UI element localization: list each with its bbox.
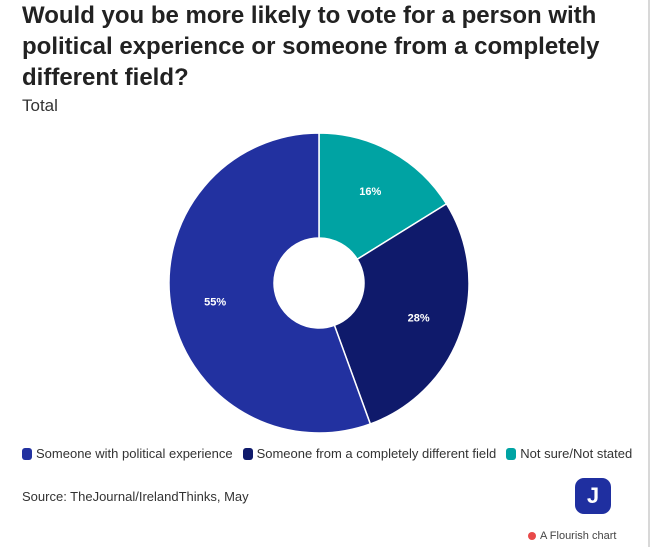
thejournal-logo[interactable]: J — [575, 478, 611, 514]
source-note: Source: TheJournal/IrelandThinks, May — [22, 489, 249, 504]
frame-border — [648, 0, 650, 547]
flourish-icon — [528, 532, 536, 540]
flourish-credit[interactable]: A Flourish chart — [528, 530, 616, 542]
data-label-political-experience: 55% — [204, 296, 226, 308]
slice-political-experience[interactable] — [168, 132, 372, 434]
data-label-not-sure: 16% — [359, 186, 381, 198]
data-label-different-field: 28% — [408, 313, 430, 325]
slice-different-field[interactable] — [333, 202, 470, 425]
chart-legend: Someone with political experience Someone… — [22, 446, 632, 461]
donut-chart: 16% 28% 55% — [168, 132, 470, 434]
legend-item-political-experience[interactable]: Someone with political experience — [22, 446, 233, 461]
legend-label-not-sure: Not sure/Not stated — [520, 446, 633, 461]
legend-label-different-field: Someone from a completely different fiel… — [256, 446, 497, 461]
chart-subtitle: Total — [22, 96, 58, 115]
legend-swatch-different-field — [242, 447, 253, 460]
legend-item-different-field[interactable]: Someone from a completely different fiel… — [242, 446, 497, 461]
slice-not-sure[interactable] — [318, 132, 448, 261]
legend-label-political-experience: Someone with political experience — [36, 446, 233, 461]
flourish-label: A Flourish chart — [540, 530, 617, 542]
legend-swatch-political-experience — [22, 447, 32, 460]
legend-item-not-sure[interactable]: Not sure/Not stated — [506, 446, 632, 461]
legend-swatch-not-sure — [506, 447, 517, 460]
chart-title: Would you be more likely to vote for a p… — [22, 2, 600, 91]
